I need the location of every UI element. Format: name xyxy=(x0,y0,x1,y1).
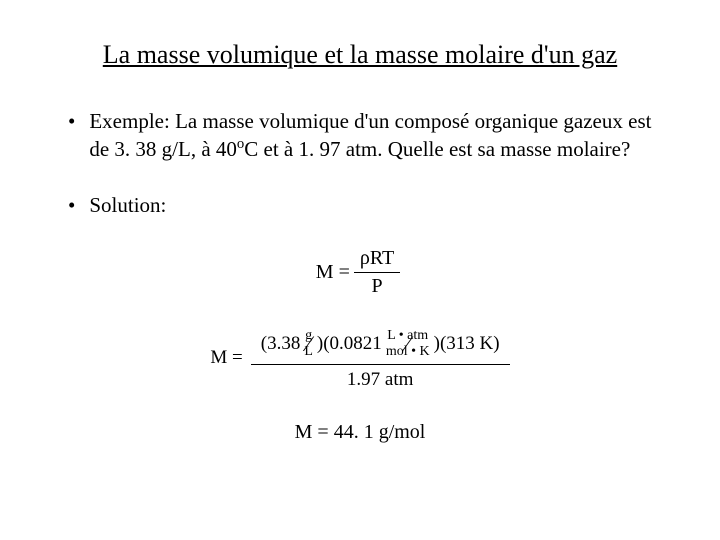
temp-val: (313 K) xyxy=(440,333,500,355)
formula2-fraction: (3.38 g ⁄ L ) (0.0821 L • atm ⁄ mol • K … xyxy=(251,326,510,391)
r-unit-den: mol • K xyxy=(384,344,432,360)
r-unit: L • atm ⁄ mol • K xyxy=(384,328,432,360)
density-unit-den: L xyxy=(302,344,315,360)
formula1-lhs: M = xyxy=(316,261,350,284)
example-text: Exemple: La masse volumique d'un composé… xyxy=(89,108,660,164)
density-val: (3.38 xyxy=(261,333,301,355)
slide-title: La masse volumique et la masse molaire d… xyxy=(60,40,660,70)
formula-substitution: M = (3.38 g ⁄ L ) (0.0821 L • atm ⁄ mol … xyxy=(60,326,660,391)
formula2-numerator: (3.38 g ⁄ L ) (0.0821 L • atm ⁄ mol • K … xyxy=(251,326,510,365)
formula-main: M = ρRT P xyxy=(60,247,660,298)
solution-label: Solution: xyxy=(89,192,660,219)
example-body2: C et à 1. 97 atm. Quelle est sa masse mo… xyxy=(244,137,630,161)
density-unit: g ⁄ L xyxy=(302,328,315,360)
bullet-dot: • xyxy=(68,192,75,219)
example-label: Exemple: xyxy=(89,109,169,133)
formula1-num: ρRT xyxy=(354,247,400,273)
example-bullet: • Exemple: La masse volumique d'un compo… xyxy=(60,108,660,164)
solution-bullet: • Solution: xyxy=(60,192,660,219)
formula1-den: P xyxy=(365,273,388,298)
result-text: M = 44. 1 g/mol xyxy=(295,421,426,443)
r-val: (0.0821 xyxy=(323,333,382,355)
formula2-denominator: 1.97 atm xyxy=(337,365,424,391)
formula1-fraction: ρRT P xyxy=(354,247,400,298)
formula2-lhs: M = xyxy=(210,347,242,369)
formula-area: M = ρRT P M = (3.38 g ⁄ L ) (0.0821 L • … xyxy=(60,247,660,444)
formula-result: M = 44. 1 g/mol xyxy=(60,421,660,444)
bullet-dot: • xyxy=(68,108,75,164)
